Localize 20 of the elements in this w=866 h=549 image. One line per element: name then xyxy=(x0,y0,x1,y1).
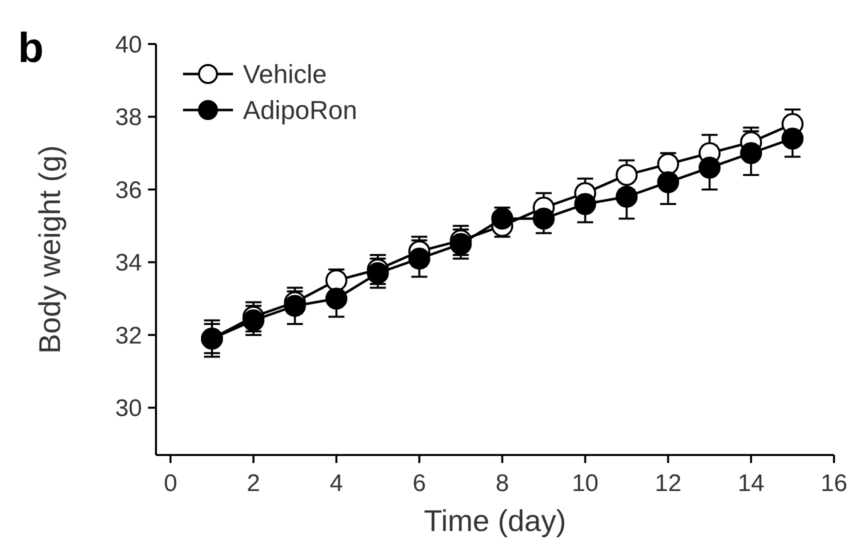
text: b xyxy=(18,24,44,71)
y-axis-title: Body weight (g) xyxy=(34,145,67,354)
y-tick-label: 40 xyxy=(115,31,142,58)
y-tick-label: 32 xyxy=(115,322,142,350)
y-tick-label: 34 xyxy=(115,250,142,277)
legend-label: AdipoRon xyxy=(243,95,358,126)
x-tick-label: 14 xyxy=(738,470,764,497)
x-tick-label: 6 xyxy=(412,470,426,497)
x-tick-label: 2 xyxy=(246,470,260,497)
x-tick-label: 10 xyxy=(572,470,599,497)
x-axis-title: Time (day) xyxy=(424,505,566,538)
x-tick-label: 4 xyxy=(330,470,344,497)
x-tick-label: 12 xyxy=(654,470,682,497)
x-tick-label: 0 xyxy=(164,470,178,497)
x-tick-label: 8 xyxy=(496,470,509,497)
y-tick-label: 30 xyxy=(115,395,142,422)
legend-label: Vehicle xyxy=(243,59,327,90)
y-tick-label: 38 xyxy=(115,104,142,132)
y-tick-label: 36 xyxy=(115,176,142,204)
x-tick-label: 16 xyxy=(820,470,848,497)
